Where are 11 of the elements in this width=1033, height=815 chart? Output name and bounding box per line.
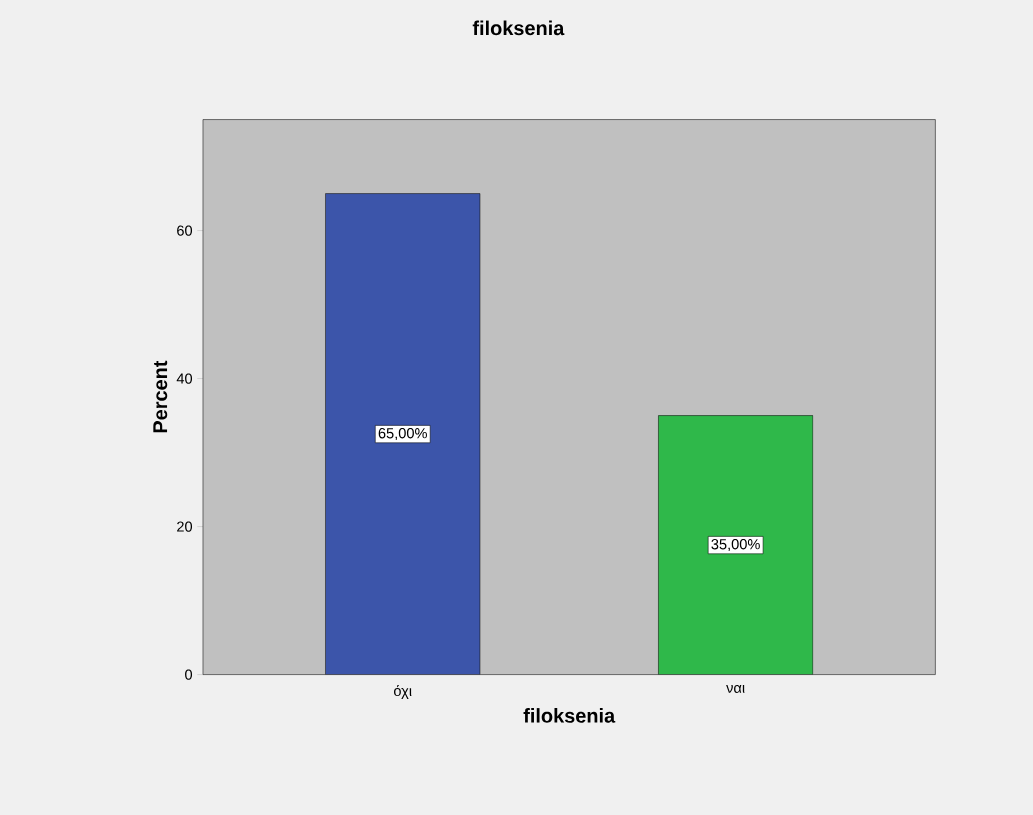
y-tick-label: 20 bbox=[177, 521, 193, 532]
x-tick-label: όχι bbox=[394, 684, 412, 699]
y-tick-label: 0 bbox=[185, 669, 193, 680]
y-axis-title: Percent bbox=[153, 360, 168, 433]
x-axis-title: filoksenia bbox=[523, 708, 616, 723]
data-label: 65,00% bbox=[378, 428, 427, 441]
data-label: 35,00% bbox=[711, 539, 760, 552]
x-tick-label: ναι bbox=[726, 684, 745, 693]
y-tick-label: 40 bbox=[176, 373, 193, 384]
y-tick-label: 60 bbox=[177, 225, 193, 236]
chart-title: filoksenia bbox=[472, 20, 565, 36]
